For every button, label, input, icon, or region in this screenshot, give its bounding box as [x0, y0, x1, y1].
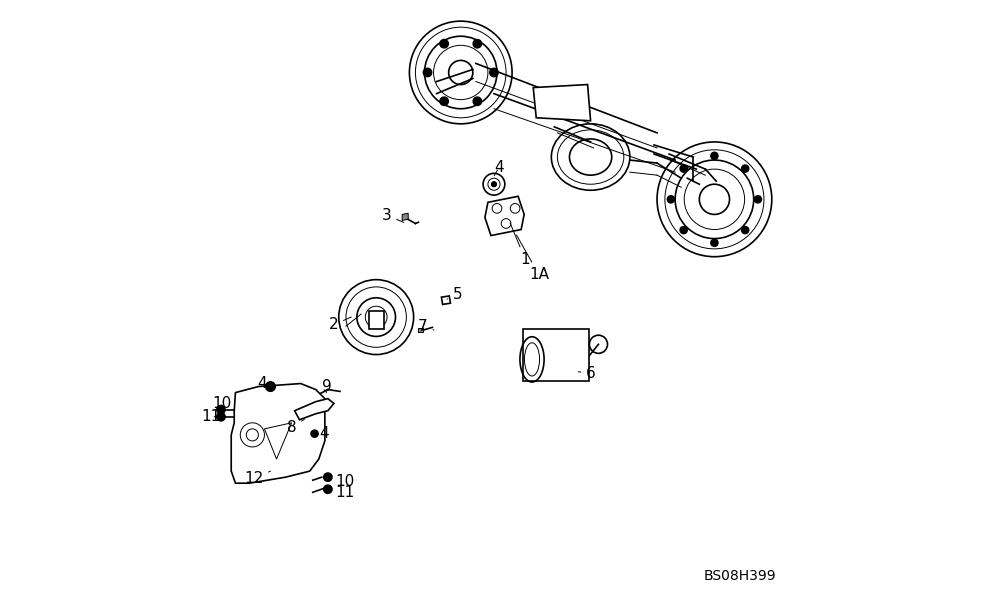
Text: 7: 7 — [418, 319, 434, 333]
Polygon shape — [485, 196, 524, 236]
Text: 10: 10 — [212, 396, 231, 411]
Text: 3: 3 — [382, 208, 404, 222]
Polygon shape — [533, 85, 591, 121]
Circle shape — [440, 97, 448, 106]
Circle shape — [217, 405, 225, 414]
Text: 11: 11 — [202, 410, 221, 424]
Text: 9: 9 — [322, 379, 332, 394]
Circle shape — [440, 39, 448, 48]
Circle shape — [711, 239, 718, 246]
Text: 2: 2 — [329, 317, 351, 332]
Text: 6: 6 — [578, 366, 596, 381]
Circle shape — [324, 473, 332, 481]
Circle shape — [423, 68, 432, 77]
Polygon shape — [402, 213, 408, 220]
Text: 4: 4 — [494, 161, 504, 176]
Circle shape — [742, 165, 749, 172]
Text: 12: 12 — [244, 471, 270, 486]
Bar — [369, 311, 384, 329]
Circle shape — [311, 430, 318, 437]
Text: 1A: 1A — [516, 235, 549, 282]
Circle shape — [667, 196, 675, 203]
Circle shape — [266, 382, 275, 391]
Text: 4: 4 — [257, 376, 270, 391]
Text: 10: 10 — [328, 475, 355, 489]
Circle shape — [473, 97, 482, 106]
Text: BS08H399: BS08H399 — [704, 569, 777, 583]
Circle shape — [742, 226, 749, 234]
Circle shape — [473, 39, 482, 48]
Circle shape — [680, 165, 687, 172]
Circle shape — [490, 68, 498, 77]
Polygon shape — [264, 423, 292, 459]
Polygon shape — [231, 384, 325, 483]
Text: 4: 4 — [315, 426, 328, 441]
Circle shape — [711, 152, 718, 159]
Text: 11: 11 — [328, 485, 355, 500]
Polygon shape — [295, 399, 334, 420]
Circle shape — [680, 226, 687, 234]
Circle shape — [754, 196, 762, 203]
Polygon shape — [418, 328, 423, 332]
Text: 8: 8 — [287, 419, 304, 434]
Bar — [523, 329, 589, 381]
Text: 1: 1 — [510, 223, 530, 267]
Circle shape — [492, 182, 496, 187]
Circle shape — [324, 485, 332, 493]
Text: 5: 5 — [447, 288, 463, 302]
Circle shape — [217, 413, 225, 421]
Polygon shape — [441, 296, 450, 304]
